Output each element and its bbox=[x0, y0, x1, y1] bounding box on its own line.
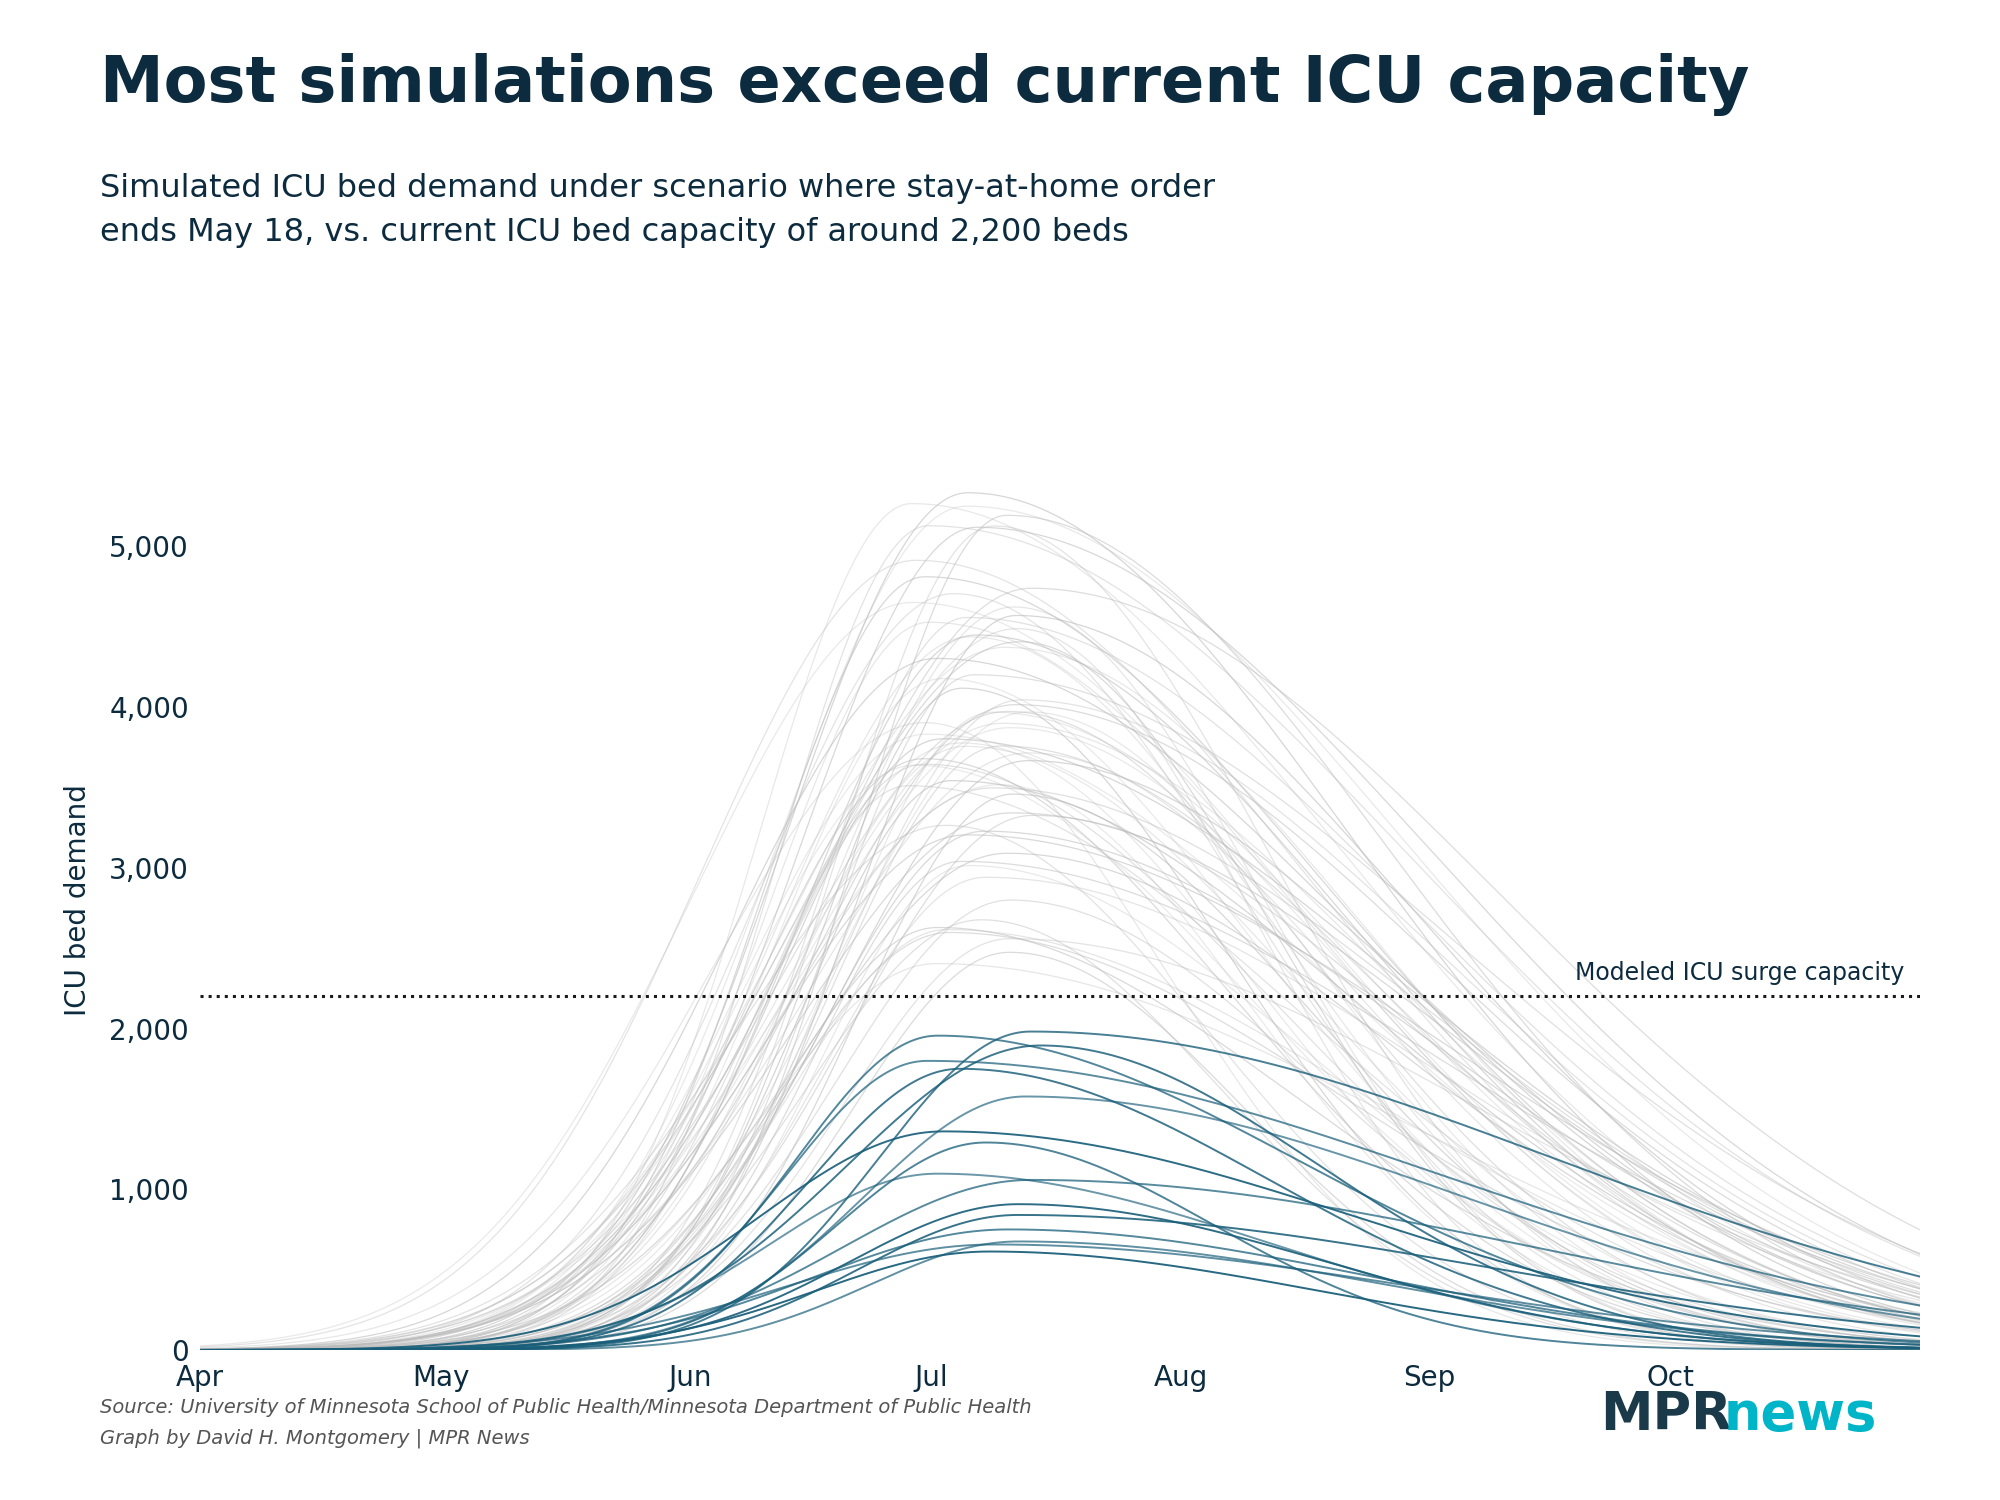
Text: Most simulations exceed current ICU capacity: Most simulations exceed current ICU capa… bbox=[100, 53, 1750, 116]
Text: ends May 18, vs. current ICU bed capacity of around 2,200 beds: ends May 18, vs. current ICU bed capacit… bbox=[100, 217, 1128, 249]
Text: MPR: MPR bbox=[1600, 1389, 1732, 1440]
Text: Source: University of Minnesota School of Public Health/Minnesota Department of : Source: University of Minnesota School o… bbox=[100, 1398, 1032, 1417]
Text: news: news bbox=[1724, 1389, 1878, 1440]
Text: Simulated ICU bed demand under scenario where stay-at-home order: Simulated ICU bed demand under scenario … bbox=[100, 172, 1216, 204]
Y-axis label: ICU bed demand: ICU bed demand bbox=[64, 784, 92, 1016]
Text: Modeled ICU surge capacity: Modeled ICU surge capacity bbox=[1574, 962, 1904, 986]
Text: Graph by David H. Montgomery | MPR News: Graph by David H. Montgomery | MPR News bbox=[100, 1428, 530, 1448]
